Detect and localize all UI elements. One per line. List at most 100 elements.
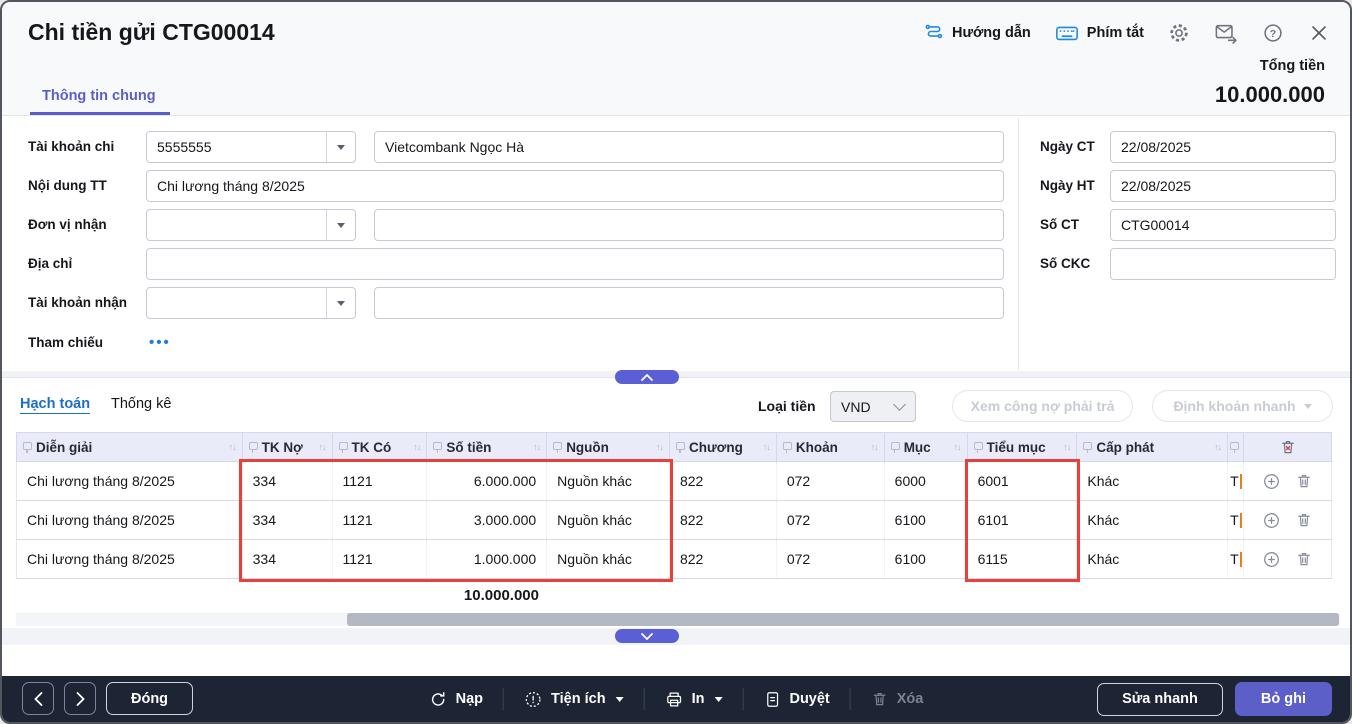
close-button[interactable] [1308, 22, 1330, 44]
tab-thong-ke[interactable]: Thống kê [111, 396, 172, 412]
pin-icon[interactable] [1083, 441, 1093, 453]
utilities-button[interactable]: Tiện ích [524, 690, 624, 709]
pin-icon[interactable] [1230, 441, 1240, 453]
col-header-khoan[interactable]: Khoản ↑↓ [777, 433, 885, 461]
cell-chuong[interactable]: 822 [670, 462, 777, 500]
pin-icon[interactable] [23, 441, 32, 453]
tai-khoan-chi-name-input[interactable] [374, 131, 1004, 163]
don-vi-nhan-dropdown-button[interactable] [326, 210, 355, 240]
delete-button[interactable]: Xóa [871, 690, 923, 708]
cell-cap-phat[interactable]: Khác [1077, 501, 1229, 539]
pin-icon[interactable] [890, 441, 900, 453]
cell-dien-giai[interactable]: Chi lương tháng 8/2025 [17, 501, 243, 539]
tai-khoan-chi-dropdown-button[interactable] [326, 132, 355, 162]
sort-icon[interactable]: ↑↓ [533, 442, 541, 452]
col-header-chuong[interactable]: Chương ↑↓ [670, 433, 777, 461]
cell-nguon[interactable]: Nguồn khác [547, 501, 670, 539]
pin-icon[interactable] [338, 441, 348, 453]
col-header-nguon[interactable]: Nguồn ↑↓ [547, 433, 670, 461]
cell-tk-co[interactable]: 1121 [333, 540, 428, 578]
col-header-so-tien[interactable]: Số tiền ↑↓ [427, 433, 548, 461]
cell-khoan[interactable]: 072 [777, 462, 885, 500]
cell-chuong[interactable]: 822 [670, 501, 777, 539]
send-mail-button[interactable] [1214, 22, 1238, 44]
cell-so-tien[interactable]: 3.000.000 [427, 501, 548, 539]
add-row-button[interactable] [1262, 472, 1281, 491]
cell-next-truncated[interactable]: T [1228, 462, 1245, 500]
sort-icon[interactable]: ↑↓ [953, 442, 962, 452]
sort-icon[interactable]: ↑↓ [1063, 442, 1071, 452]
cell-cap-phat[interactable]: Khác [1077, 462, 1229, 500]
cell-tk-no[interactable]: 334 [243, 540, 333, 578]
currency-select[interactable]: VND [830, 391, 916, 422]
cell-khoan[interactable]: 072 [777, 540, 885, 578]
cell-tieu-muc[interactable]: 6115 [968, 540, 1078, 578]
view-payables-button[interactable]: Xem công nợ phải trả [952, 390, 1133, 422]
col-header-tk-no[interactable]: TK Nợ ↑↓ [243, 433, 333, 461]
approve-button[interactable]: Duyệt [763, 690, 830, 709]
pin-icon[interactable] [973, 441, 983, 453]
cell-tk-co[interactable]: 1121 [333, 501, 428, 539]
cell-cap-phat[interactable]: Khác [1077, 540, 1229, 578]
tham-chieu-more-button[interactable]: ••• [149, 334, 171, 351]
pin-icon[interactable] [433, 441, 443, 453]
col-header-tk-co[interactable]: TK Có ↑↓ [333, 433, 428, 461]
sort-icon[interactable]: ↑↓ [762, 442, 771, 452]
sort-icon[interactable]: ↑↓ [413, 442, 421, 452]
cell-tieu-muc[interactable]: 6001 [968, 462, 1078, 500]
cell-tk-co[interactable]: 1121 [333, 462, 428, 500]
col-header-next[interactable] [1228, 433, 1245, 461]
tai-khoan-nhan-combo[interactable] [146, 287, 356, 319]
cell-khoan[interactable]: 072 [777, 501, 885, 539]
help-button[interactable]: ? [1262, 22, 1284, 44]
cell-muc[interactable]: 6100 [885, 501, 968, 539]
cell-nguon[interactable]: Nguồn khác [547, 540, 670, 578]
quick-entry-button[interactable]: Định khoản nhanh [1152, 390, 1333, 422]
tai-khoan-nhan-name-input[interactable] [374, 287, 1004, 319]
cell-tieu-muc[interactable]: 6101 [968, 501, 1078, 539]
tai-khoan-nhan-dropdown-button[interactable] [326, 288, 355, 318]
collapse-top-section-button[interactable] [615, 370, 679, 384]
guide-button[interactable]: Hướng dẫn [923, 23, 1031, 44]
add-row-button[interactable] [1262, 511, 1281, 530]
cell-next-truncated[interactable]: T [1228, 540, 1245, 578]
unpost-button[interactable]: Bỏ ghi [1234, 682, 1332, 716]
sort-icon[interactable]: ↑↓ [870, 442, 879, 452]
cell-next-truncated[interactable]: T [1228, 501, 1245, 539]
cell-muc[interactable]: 6000 [885, 462, 968, 500]
cell-dien-giai[interactable]: Chi lương tháng 8/2025 [17, 462, 243, 500]
collapse-bottom-section-button[interactable] [615, 629, 679, 643]
so-ct-input[interactable] [1110, 209, 1336, 241]
cell-tk-no[interactable]: 334 [243, 501, 333, 539]
sort-icon[interactable]: ↑↓ [656, 442, 664, 452]
cell-dien-giai[interactable]: Chi lương tháng 8/2025 [17, 540, 243, 578]
delete-row-button[interactable] [1295, 472, 1313, 490]
next-voucher-button[interactable] [64, 682, 96, 715]
pin-icon[interactable] [676, 441, 685, 453]
delete-all-icon[interactable] [1279, 438, 1297, 456]
tai-khoan-chi-combo[interactable]: 5555555 [146, 131, 356, 163]
add-row-button[interactable] [1262, 550, 1281, 569]
sort-icon[interactable]: ↑↓ [1214, 442, 1222, 452]
cell-nguon[interactable]: Nguồn khác [547, 462, 670, 500]
sort-icon[interactable]: ↑↓ [228, 442, 237, 452]
cell-chuong[interactable]: 822 [670, 540, 777, 578]
cell-muc[interactable]: 6100 [885, 540, 968, 578]
don-vi-nhan-name-input[interactable] [374, 209, 1004, 241]
ngay-ct-input[interactable] [1110, 131, 1336, 163]
scrollbar-thumb[interactable] [347, 613, 1339, 626]
noi-dung-tt-input[interactable] [146, 170, 1004, 202]
col-header-muc[interactable]: Mục ↑↓ [885, 433, 968, 461]
reload-button[interactable]: Nạp [429, 690, 483, 709]
delete-row-button[interactable] [1295, 550, 1313, 568]
tab-hach-toan[interactable]: Hạch toán [20, 396, 91, 414]
pin-icon[interactable] [553, 441, 563, 453]
cell-so-tien[interactable]: 6.000.000 [427, 462, 548, 500]
settings-button[interactable] [1168, 22, 1190, 44]
ngay-ht-input[interactable] [1110, 170, 1336, 202]
cell-so-tien[interactable]: 1.000.000 [427, 540, 548, 578]
cell-tk-no[interactable]: 334 [243, 462, 333, 500]
dia-chi-input[interactable] [146, 248, 1004, 280]
pin-icon[interactable] [782, 441, 792, 453]
don-vi-nhan-combo[interactable] [146, 209, 356, 241]
